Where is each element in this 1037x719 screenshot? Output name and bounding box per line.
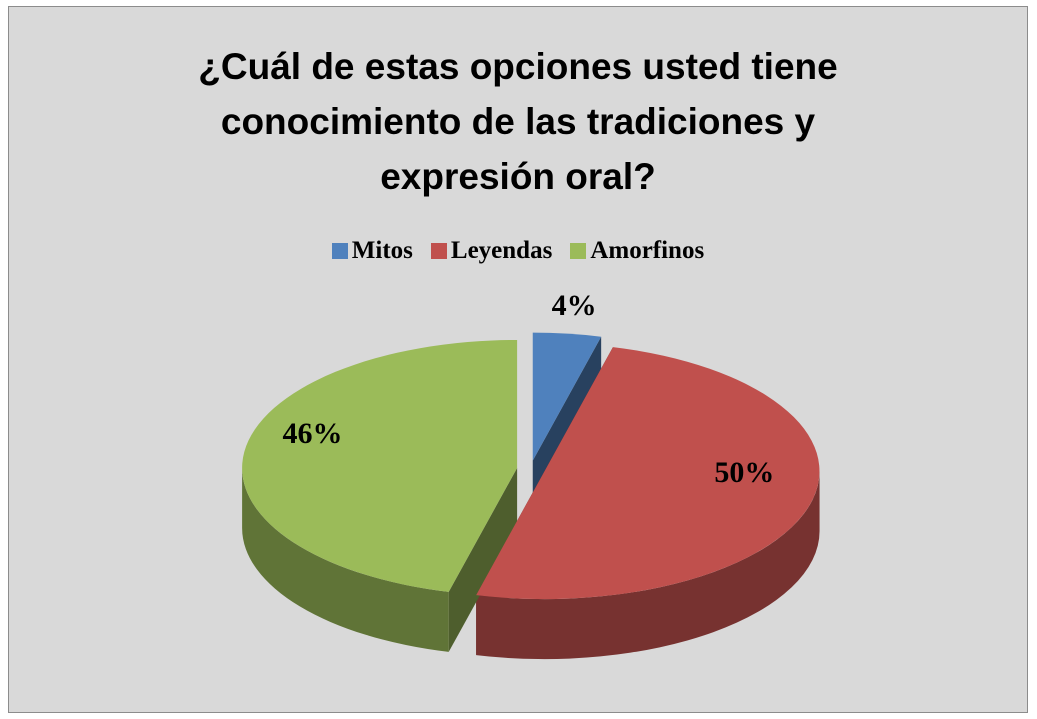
slice-side [476,471,820,660]
slice-edge [448,467,518,652]
legend-label: Leyendas [450,237,553,264]
chart-title: ¿Cuál de estas opciones usted tiene cono… [198,46,838,197]
legend-swatch [570,243,587,259]
slice [242,339,518,592]
chart-area: ¿Cuál de estas opciones usted tiene cono… [8,6,1028,713]
pie-chart: 4% 50% 46% [242,289,820,660]
legend-item: Mitos [331,237,413,265]
legend-swatch [331,243,348,259]
data-label: 4% [552,289,597,322]
slice [476,347,820,600]
data-label: 50% [714,456,774,489]
legend-item: Amorfinos [570,237,704,265]
legend-label: Mitos [351,237,413,264]
data-label: 46% [282,417,342,450]
legend-swatch [430,243,447,259]
legend: Mitos Leyendas Amorfinos [9,237,1027,265]
slice [532,332,602,461]
legend-item: Leyendas [430,237,553,265]
slice-side [242,467,449,652]
legend-label: Amorfinos [590,237,705,264]
